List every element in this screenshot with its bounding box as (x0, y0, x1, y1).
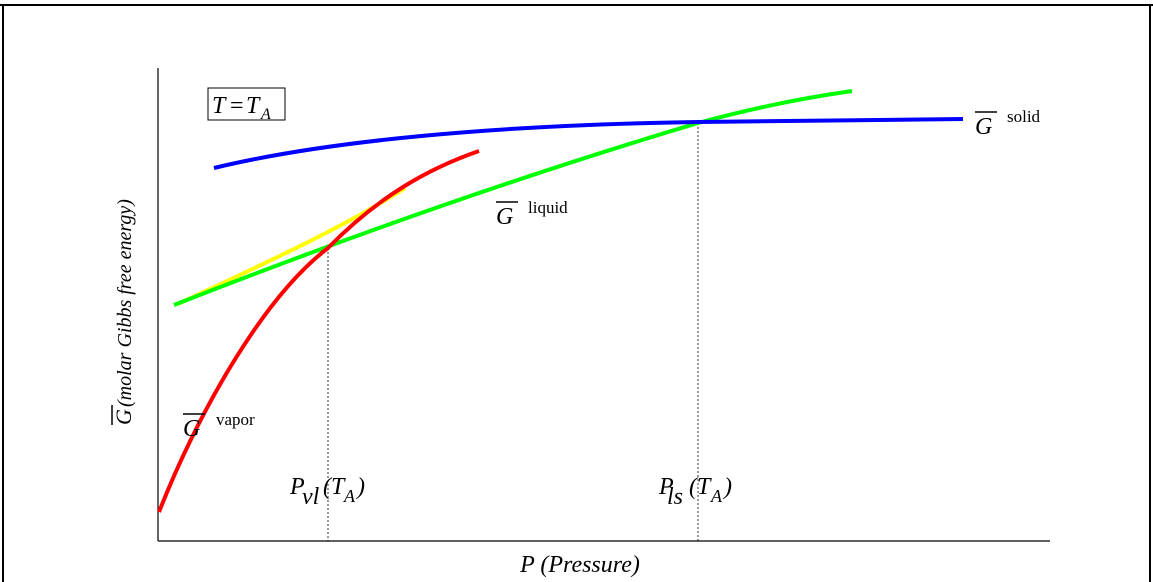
metastable-curve (177, 186, 407, 306)
x-axis-label: P (Pressure) (519, 552, 640, 578)
condition-rhs: T (246, 93, 261, 119)
vl-arg: (T (323, 474, 346, 500)
vl-marker-label: P vl (T A ) (289, 474, 365, 510)
ls-arg: (T (689, 474, 712, 500)
y-axis-label: G (molar Gibbs free energy) (111, 199, 136, 425)
condition-box: T = T A (207, 87, 286, 123)
vapor-text: vapor (216, 410, 255, 429)
condition-eq: = (230, 93, 244, 119)
condition-rhs-sub: A (260, 106, 271, 123)
solid-text: solid (1007, 107, 1041, 126)
vl-arg-sub: A (343, 486, 356, 506)
ls-marker-label: P ls (T A ) (658, 474, 732, 510)
condition-lhs: T (212, 93, 227, 119)
vl-sub: vl (302, 484, 320, 510)
solid-symbol: G (975, 114, 992, 140)
ls-sub: ls (667, 484, 683, 510)
y-axis-symbol: G (111, 409, 136, 425)
liquid-label: G liquid (496, 198, 568, 230)
vapor-symbol: G (183, 416, 200, 442)
ls-close: ) (722, 474, 732, 500)
y-axis-text: (molar Gibbs free energy) (114, 199, 136, 407)
ls-arg-sub: A (710, 486, 723, 506)
vl-main: P (289, 474, 305, 500)
liquid-text: liquid (528, 198, 568, 217)
ls-main: P (658, 474, 674, 500)
liquid-symbol: G (496, 204, 513, 230)
vapor-curve (157, 149, 480, 513)
vapor-label: G vapor (183, 410, 255, 442)
liquid-curve (173, 89, 853, 307)
solid-label: G solid (975, 107, 1041, 140)
vl-close: ) (355, 474, 365, 500)
condition-box-frame (207, 87, 286, 121)
solid-curve (213, 117, 964, 170)
